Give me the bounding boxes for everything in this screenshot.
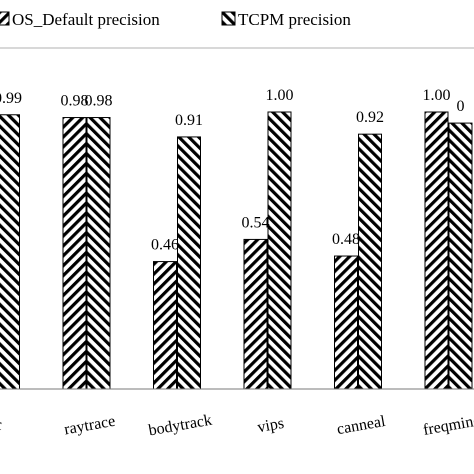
tick-label-freqmine: freqmine bbox=[422, 412, 474, 439]
legend-label-tcpm: TCPM precision bbox=[238, 10, 351, 29]
legend-swatch-tcpm bbox=[221, 11, 236, 26]
value-label-tcpm-freqmine: 0 bbox=[457, 98, 465, 115]
tick-label-r: r bbox=[0, 417, 4, 435]
tick-label-vips: vips bbox=[256, 415, 285, 436]
value-label-tcpm-r: 0.99 bbox=[0, 90, 22, 107]
bar-tcpm-raytrace bbox=[86, 117, 111, 390]
value-label-tcpm-bodytrack: 0.91 bbox=[175, 112, 203, 129]
value-label-os-default-bodytrack: 0.46 bbox=[151, 237, 179, 254]
legend-label-os-default: OS_Default precision bbox=[12, 10, 160, 29]
value-label-os-default-vips: 0.54 bbox=[242, 214, 270, 231]
value-label-os-default-raytrace: 0.98 bbox=[61, 93, 89, 110]
bar-os-default-raytrace bbox=[62, 117, 87, 390]
bar-os-default-canneal bbox=[334, 255, 358, 390]
legend: OS_Default precision TCPM precision bbox=[0, 10, 351, 29]
value-label-tcpm-raytrace: 0.98 bbox=[85, 93, 113, 110]
value-label-tcpm-vips: 1.00 bbox=[266, 87, 294, 104]
bar-tcpm-freqmine bbox=[448, 122, 473, 390]
value-label-os-default-canneal: 0.48 bbox=[332, 231, 360, 248]
bars-group bbox=[0, 111, 473, 390]
bar-tcpm-r bbox=[0, 114, 20, 390]
tick-label-canneal: canneal bbox=[336, 413, 388, 438]
bar-os-default-freqmine bbox=[424, 111, 449, 390]
value-label-tcpm-canneal: 0.92 bbox=[356, 109, 384, 126]
bar-tcpm-bodytrack bbox=[177, 136, 201, 390]
tick-labels-group: r raytrace bodytrack vips canneal freqmine bbox=[0, 412, 474, 440]
bar-os-default-vips bbox=[243, 238, 268, 390]
value-labels-group: 0.99 0.980.98 0.46 0.91 0.54 1.00 0.48 0.92 1.00… bbox=[0, 87, 465, 254]
tick-label-bodytrack: bodytrack bbox=[147, 412, 213, 440]
legend-swatch-os-default bbox=[0, 11, 10, 26]
value-label-os-default-freqmine: 1.00 bbox=[423, 87, 451, 104]
bar-tcpm-canneal bbox=[358, 133, 382, 390]
tick-label-raytrace: raytrace bbox=[63, 413, 117, 439]
bar-tcpm-vips bbox=[267, 111, 292, 390]
bar-os-default-bodytrack bbox=[153, 261, 177, 390]
